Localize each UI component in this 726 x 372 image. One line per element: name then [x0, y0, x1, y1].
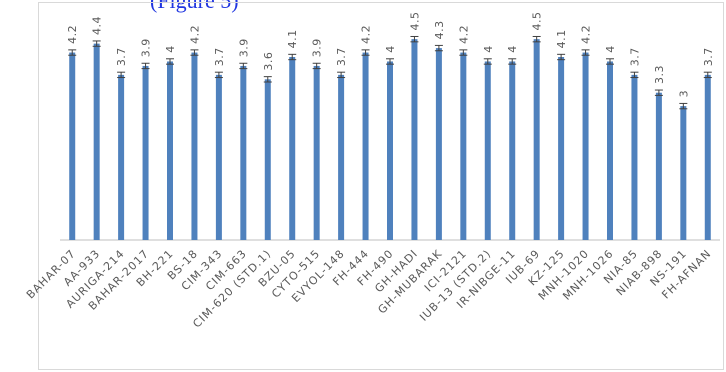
data-label: 4 [384, 45, 397, 53]
bar [631, 74, 638, 240]
data-label: 4.2 [360, 25, 373, 44]
bar [362, 52, 369, 241]
bar [680, 106, 687, 241]
data-label: 4.2 [66, 25, 79, 44]
data-label: 4 [482, 45, 495, 53]
data-label: 3.7 [335, 47, 348, 66]
data-label: 3.7 [115, 47, 128, 66]
bar [655, 92, 662, 240]
data-label: 4.5 [531, 11, 544, 30]
bar [240, 65, 247, 240]
bar [118, 74, 125, 240]
bar [460, 52, 467, 241]
bar [142, 65, 149, 240]
bar [191, 52, 198, 241]
bar [289, 57, 296, 240]
bar [313, 65, 320, 240]
bar [411, 39, 418, 240]
figure-caption-fragment: (Figure 5) [150, 0, 239, 13]
data-label: 4 [164, 45, 177, 53]
bar [69, 52, 76, 241]
data-label: 3.7 [628, 47, 641, 66]
data-label: 4.2 [580, 25, 593, 44]
data-label: 4.4 [91, 16, 104, 35]
data-label: 4.2 [457, 25, 470, 44]
data-label: 4 [506, 45, 519, 53]
bar [533, 39, 540, 240]
bar [387, 61, 393, 241]
bar [264, 79, 271, 240]
data-label: 4.2 [188, 25, 201, 44]
data-label: 4.3 [433, 20, 446, 39]
data-label: 4.5 [408, 11, 421, 30]
bar [167, 61, 173, 241]
bar [704, 74, 711, 240]
data-label: 4.1 [555, 29, 568, 48]
chart-frame [38, 2, 724, 370]
bar [215, 74, 222, 240]
data-label: 3.6 [262, 52, 275, 71]
bar [509, 61, 516, 241]
bar [93, 43, 100, 241]
data-label: 4.1 [286, 29, 299, 48]
data-label: 3.9 [237, 38, 250, 57]
data-label: 3.9 [140, 38, 153, 57]
bar [607, 61, 613, 241]
bar [435, 48, 442, 240]
data-label: 3.7 [213, 47, 226, 66]
bar [338, 74, 345, 240]
data-label: 4 [604, 45, 617, 53]
data-label: 3 [677, 90, 690, 98]
data-label: 3.7 [702, 47, 715, 66]
bar [582, 52, 589, 241]
data-label: 3.3 [653, 65, 666, 84]
bar [558, 57, 565, 240]
bar [484, 61, 491, 241]
data-label: 3.9 [311, 38, 324, 57]
